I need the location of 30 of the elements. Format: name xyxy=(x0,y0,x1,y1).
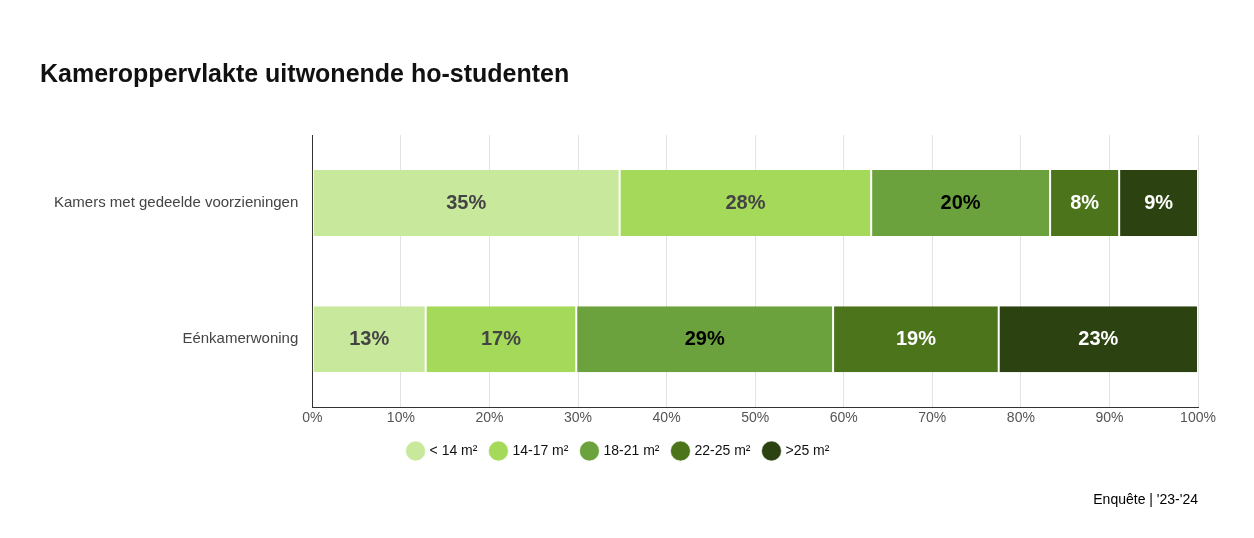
data-label: 13% xyxy=(349,326,390,349)
x-tick-label: 70% xyxy=(918,409,947,426)
legend-label: 22-25 m² xyxy=(694,441,751,458)
data-label: 19% xyxy=(895,326,937,349)
text: Enquête | '23-'24 xyxy=(1093,490,1199,507)
x-tick-label: 40% xyxy=(652,409,681,426)
y-tick-label: Kamers met gedeelde voorzieningen xyxy=(53,193,299,211)
data-label: 28% xyxy=(725,190,766,213)
data-label: 17% xyxy=(480,326,522,349)
x-tick-label: 90% xyxy=(1095,409,1124,426)
x-tick-label: 60% xyxy=(829,409,858,426)
legend-label: < 14 m² xyxy=(429,441,478,458)
data-label: 20% xyxy=(940,190,981,213)
legend-label: 18-21 m² xyxy=(603,441,660,458)
x-tick-label: 20% xyxy=(475,409,504,426)
data-label: 9% xyxy=(1144,190,1174,213)
x-tick-label: 50% xyxy=(741,409,770,426)
data-label: 35% xyxy=(446,190,487,213)
x-tick-label: 80% xyxy=(1006,409,1035,426)
chart-title: Kameroppervlakte uitwonende ho-studenten xyxy=(40,58,570,87)
data-label: 8% xyxy=(1070,190,1100,213)
data-label: 23% xyxy=(1078,326,1119,349)
legend-label: >25 m² xyxy=(785,441,830,458)
data-label: 29% xyxy=(684,326,725,349)
x-tick-label: 100% xyxy=(1180,409,1216,426)
x-tick-label: 10% xyxy=(386,409,415,426)
x-tick-label: 30% xyxy=(564,409,593,426)
x-tick-label: 0% xyxy=(302,409,323,426)
y-tick-label: Eénkamerwoning xyxy=(182,329,299,347)
legend-label: 14-17 m² xyxy=(512,441,569,458)
